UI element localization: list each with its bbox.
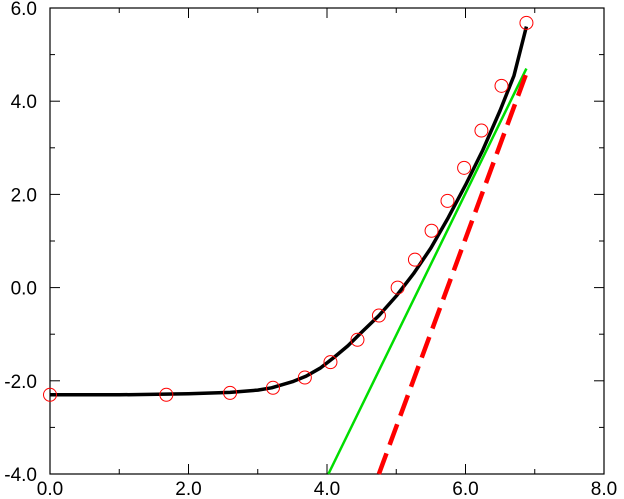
- fit-curve: [50, 26, 529, 397]
- data-point-marker: [390, 280, 405, 295]
- data-point-marker: [407, 252, 422, 267]
- data-point-marker: [457, 160, 472, 175]
- data-point-marker: [474, 123, 489, 138]
- data-point-marker: [43, 387, 57, 402]
- y-tick-label: 6.0: [11, 0, 37, 20]
- x-tick-label: 8.0: [591, 479, 617, 499]
- x-tick-label: 0.0: [37, 479, 63, 499]
- data-point-marker: [440, 193, 455, 208]
- x-tick-label: 6.0: [452, 479, 478, 499]
- asymptote-line-green: [327, 68, 528, 475]
- y-tick-label: 4.0: [11, 92, 37, 113]
- data-point-marker: [424, 223, 439, 238]
- y-tick-label: -4.0: [4, 465, 37, 486]
- data-point-marker: [265, 380, 280, 395]
- x-tick-label: 2.0: [175, 479, 201, 499]
- asymptote-line-red-dashed: [376, 72, 529, 475]
- data-point-marker: [323, 355, 338, 370]
- data-point-marker: [350, 332, 365, 347]
- data-point-marker: [371, 308, 386, 323]
- y-tick-label: 2.0: [11, 185, 37, 206]
- x-tick-label: 4.0: [314, 479, 340, 499]
- data-point-marker: [159, 387, 174, 402]
- data-point-marker: [223, 385, 238, 400]
- data-point-marker: [297, 370, 312, 385]
- y-tick-label: -2.0: [4, 372, 37, 393]
- data-point-marker: [519, 15, 534, 30]
- y-tick-label: 0.0: [11, 279, 37, 300]
- data-point-marker: [494, 78, 509, 93]
